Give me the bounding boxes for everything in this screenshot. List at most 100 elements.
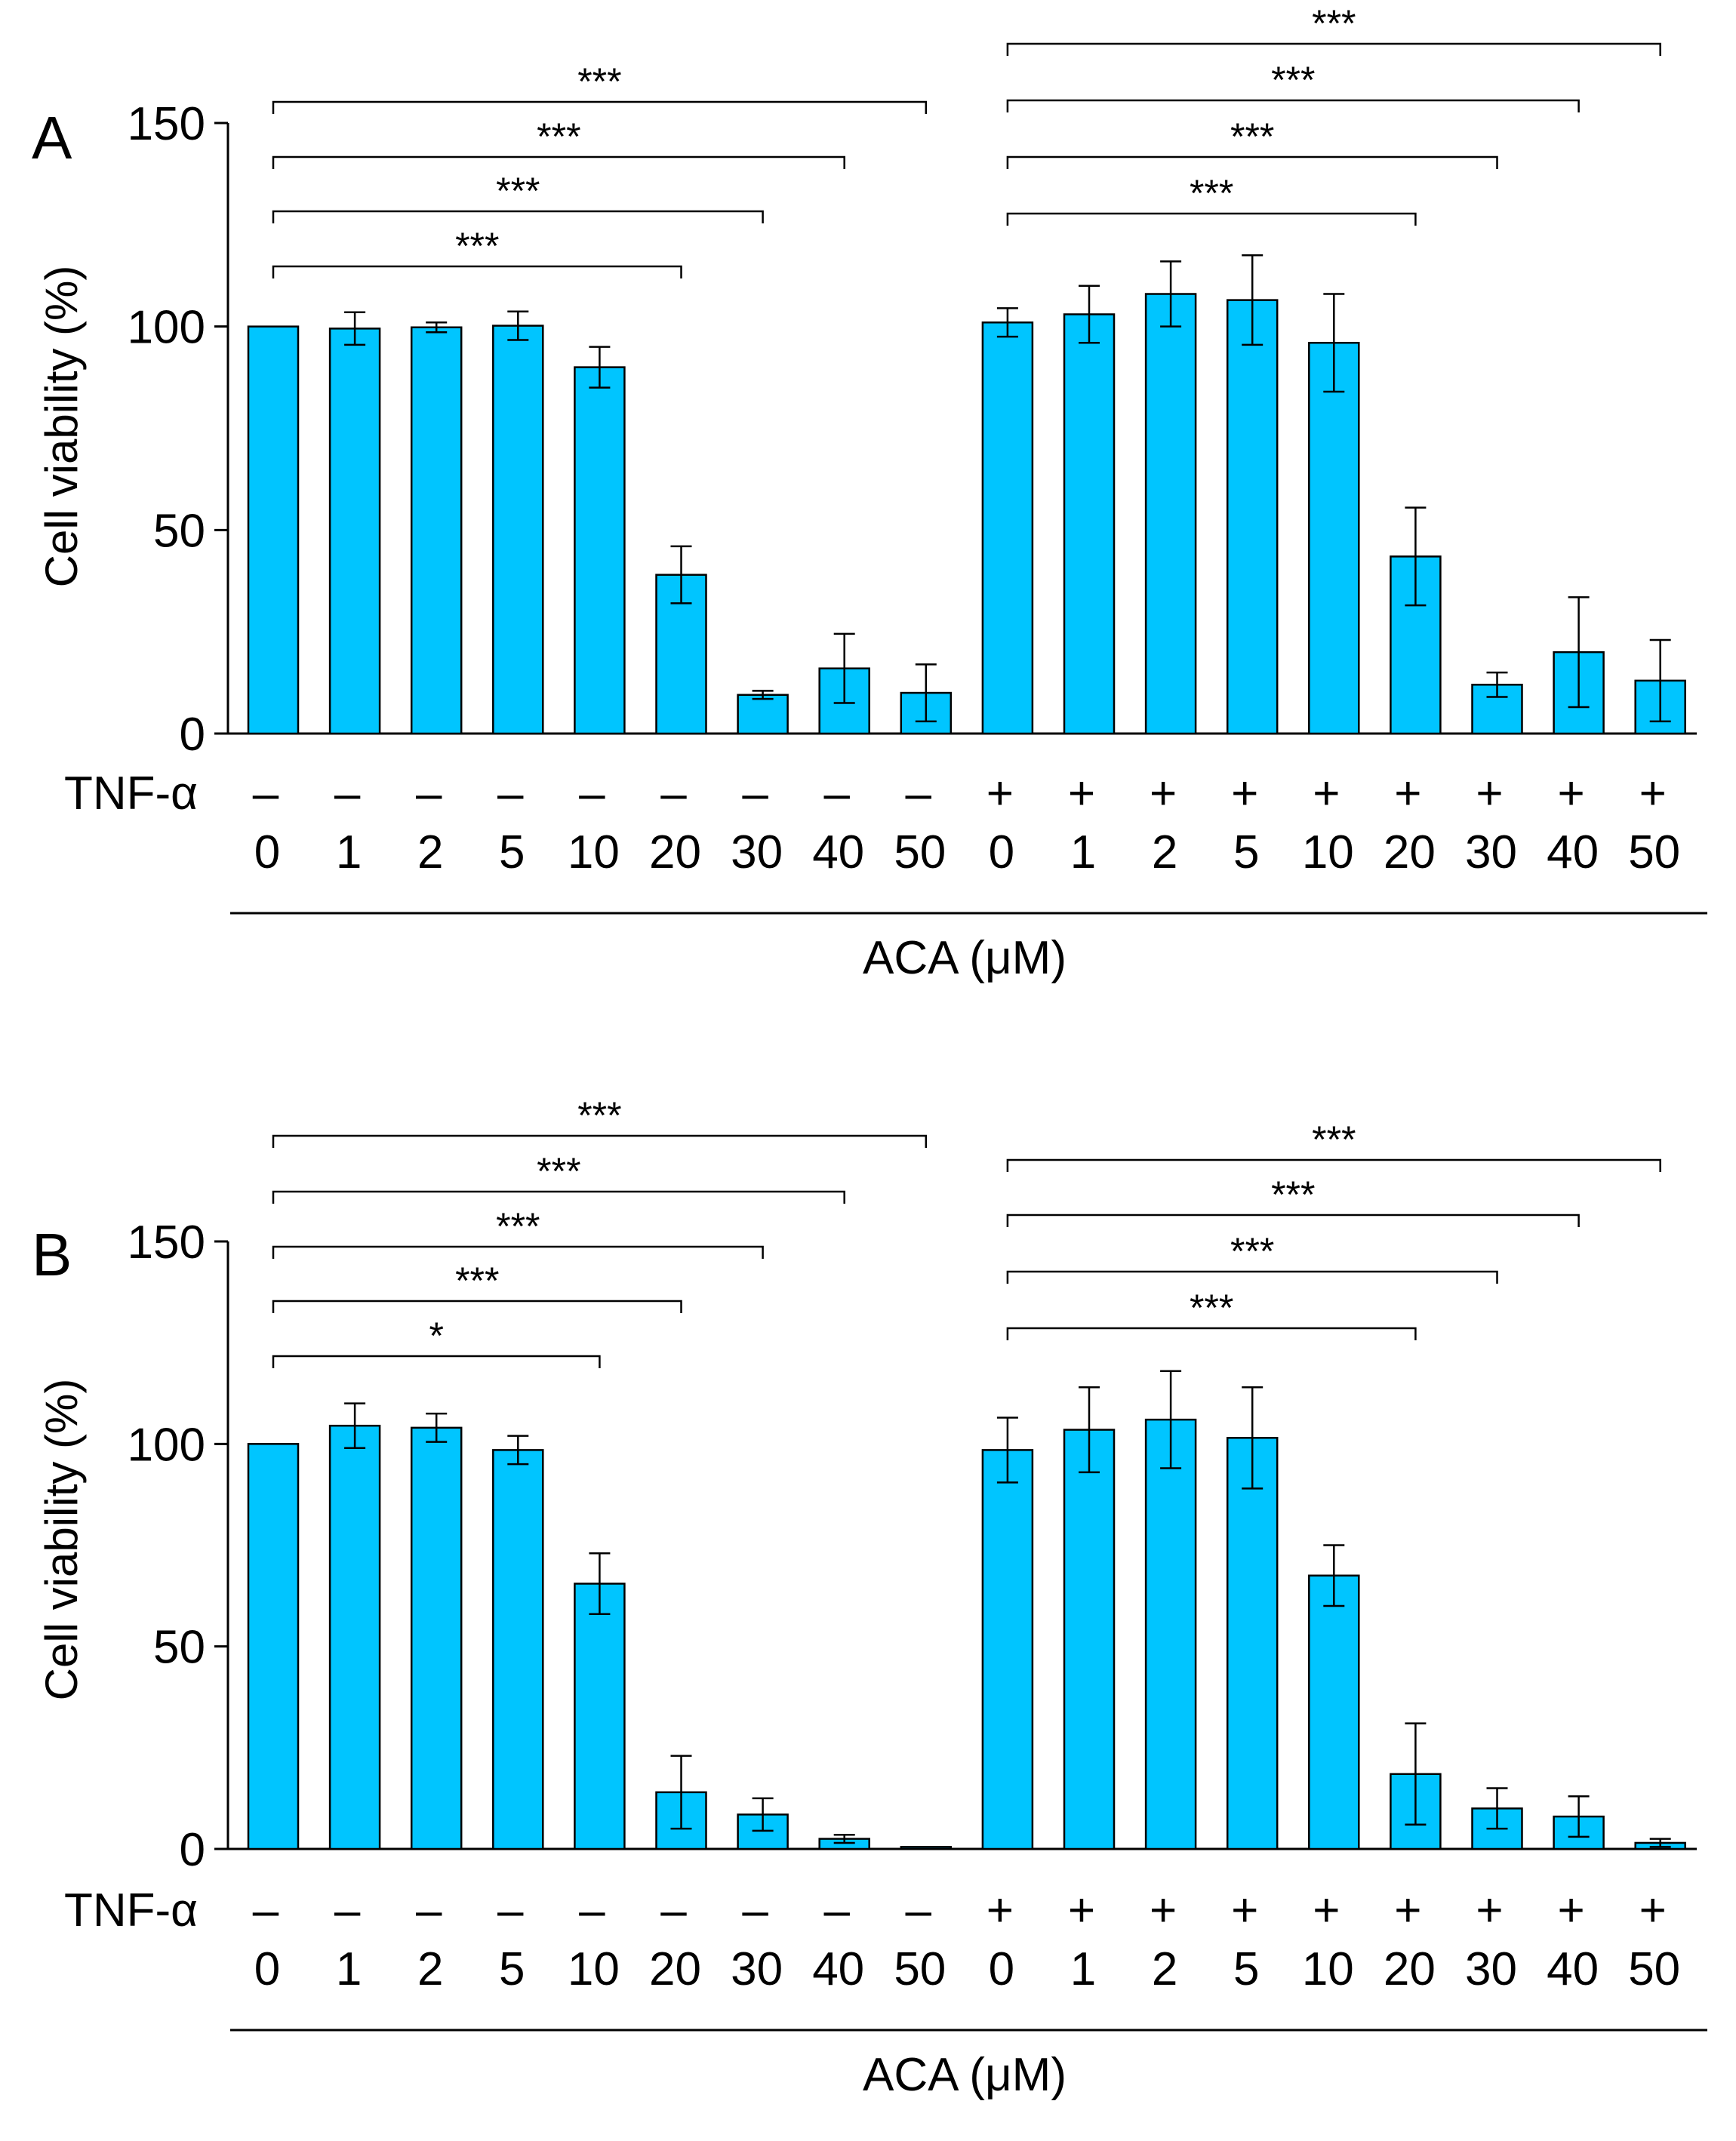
treatment-mark: + — [1231, 767, 1258, 820]
treatment-mark: – — [823, 1884, 850, 1936]
treatment-mark: + — [987, 767, 1014, 820]
x-tick-label: 1 — [1070, 1943, 1096, 1995]
x-tick-label: 30 — [731, 1943, 783, 1995]
bar — [410, 326, 463, 735]
significance-label: *** — [537, 115, 580, 158]
treatment-mark: + — [1068, 767, 1095, 820]
y-tick-label: 100 — [128, 302, 205, 354]
y-tick-label: 100 — [128, 1419, 205, 1471]
treatment-mark: + — [1639, 767, 1667, 820]
significance-label: *** — [455, 225, 499, 267]
significance-bracket — [272, 1190, 845, 1204]
bar — [328, 328, 381, 735]
treatment-mark: – — [660, 1884, 687, 1936]
bar — [981, 321, 1034, 735]
bar — [900, 1846, 953, 1850]
bar — [492, 325, 544, 735]
x-tick-label: 5 — [1233, 826, 1259, 878]
x-tick-label: 10 — [1302, 1943, 1354, 1995]
significance-label: *** — [1190, 172, 1233, 214]
bar — [1308, 341, 1360, 735]
significance-bracket — [272, 210, 764, 223]
treatment-mark: + — [1313, 767, 1340, 820]
x-tick-label: 0 — [989, 1943, 1014, 1995]
bar — [981, 1449, 1034, 1850]
treatment-mark: + — [1476, 767, 1503, 820]
x-tick-label: 1 — [336, 1943, 362, 1995]
significance-label: *** — [1230, 1230, 1274, 1272]
significance-label: *** — [455, 1260, 499, 1302]
y-tick-label: 50 — [153, 505, 205, 557]
significance-label: *** — [1271, 1174, 1315, 1216]
x-tick-label: 40 — [812, 826, 864, 878]
treatment-mark: – — [497, 1884, 524, 1936]
treatment-mark: + — [1231, 1884, 1258, 1936]
treatment-mark: + — [1394, 767, 1421, 820]
x-tick-label: 2 — [1152, 826, 1177, 878]
x-tick-label: 10 — [568, 826, 620, 878]
x-tick-label: 40 — [812, 1943, 864, 1995]
significance-bracket — [1006, 155, 1498, 169]
significance-bracket — [1006, 1270, 1498, 1284]
significance-bracket — [272, 100, 928, 114]
bar — [574, 1583, 626, 1850]
treatment-mark: + — [1394, 1884, 1421, 1936]
treatment-mark: – — [579, 1884, 605, 1936]
x-tick-label: 50 — [894, 826, 946, 878]
significance-bracket — [1006, 1214, 1580, 1227]
treatment-mark: – — [416, 767, 442, 820]
x-tick-label: 20 — [1384, 1943, 1436, 1995]
treatment-mark: + — [1150, 1884, 1177, 1936]
significance-bracket — [272, 1300, 682, 1313]
y-axis-title: Cell viability (%) — [36, 1379, 87, 1701]
significance-bracket — [1006, 1158, 1661, 1172]
significance-label: *** — [577, 60, 621, 103]
significance-bracket — [272, 1355, 601, 1368]
x-tick-label: 1 — [336, 826, 362, 878]
treatment-mark: – — [253, 767, 279, 820]
bar — [247, 325, 300, 735]
x-tick-label: 20 — [649, 1943, 701, 1995]
x-tick-label: 2 — [417, 1943, 443, 1995]
x-tick-label: 20 — [649, 826, 701, 878]
x-tick-label: 0 — [254, 1943, 280, 1995]
treatment-mark: – — [660, 767, 687, 820]
significance-bracket — [1006, 212, 1417, 226]
panel-label: A — [32, 104, 72, 171]
treatment-mark: – — [253, 1884, 279, 1936]
significance-label: *** — [496, 1205, 540, 1247]
bar — [1063, 1429, 1116, 1850]
significance-label: *** — [1230, 115, 1274, 158]
treatment-mark: – — [334, 1884, 361, 1936]
bar — [328, 1424, 381, 1850]
treatment-mark: – — [906, 767, 932, 820]
x-axis-title: ACA (μM) — [863, 2049, 1067, 2101]
y-tick-label: 0 — [180, 1824, 205, 1876]
treatment-mark: + — [1639, 1884, 1667, 1936]
x-tick-label: 1 — [1070, 826, 1096, 878]
bar — [1226, 299, 1279, 735]
x-tick-label: 5 — [1233, 1943, 1259, 1995]
treatment-mark: – — [416, 1884, 442, 1936]
bar — [247, 1443, 300, 1850]
panel-label: B — [32, 1221, 72, 1288]
significance-bracket — [272, 155, 845, 169]
bar — [1144, 1418, 1197, 1850]
treatment-mark: – — [579, 767, 605, 820]
x-tick-label: 50 — [1628, 826, 1680, 878]
x-tick-label: 0 — [254, 826, 280, 878]
treatment-row-label: TNF-α — [64, 767, 198, 820]
x-tick-label: 50 — [1628, 1943, 1680, 1995]
treatment-mark: + — [1068, 1884, 1095, 1936]
x-tick-label: 40 — [1547, 826, 1599, 878]
x-tick-label: 2 — [417, 826, 443, 878]
bar — [410, 1426, 463, 1850]
treatment-mark: – — [906, 1884, 932, 1936]
treatment-mark: – — [497, 767, 524, 820]
treatment-mark: – — [742, 1884, 768, 1936]
bar — [1226, 1437, 1279, 1850]
significance-label: *** — [1312, 1118, 1356, 1161]
treatment-mark: – — [823, 767, 850, 820]
